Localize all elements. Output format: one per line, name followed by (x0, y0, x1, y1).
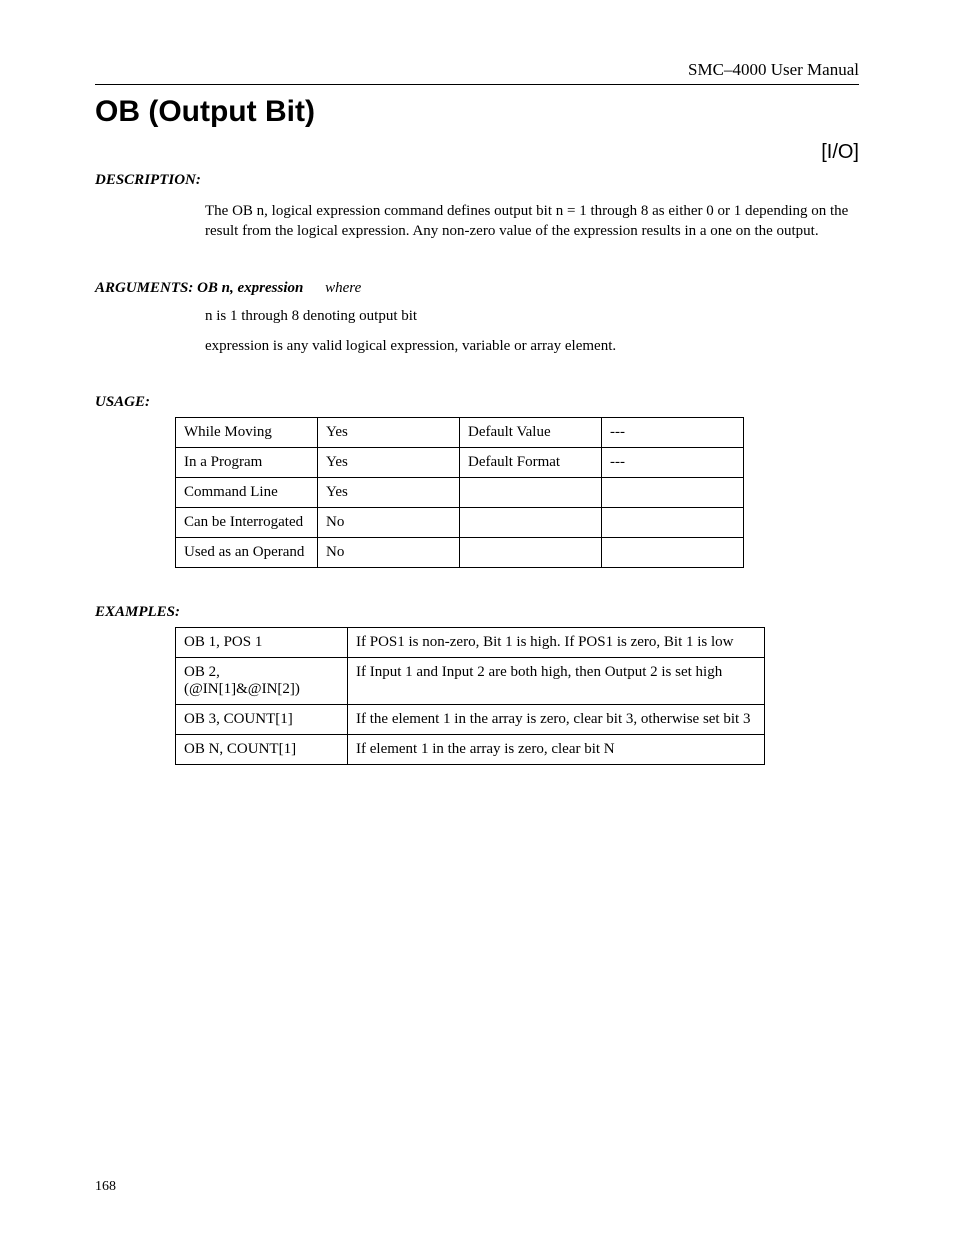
header-rule (95, 84, 859, 85)
table-row: Command Line Yes (176, 477, 744, 507)
arguments-line-1: n is 1 through 8 denoting output bit (205, 305, 859, 328)
manual-page: SMC–4000 User Manual OB (Output Bit) [I/… (0, 0, 954, 1235)
examples-label: EXAMPLES: (95, 604, 859, 621)
command-title: OB (Output Bit) (95, 95, 859, 129)
usage-cell: Yes (318, 447, 460, 477)
usage-cell: Default Value (460, 417, 602, 447)
usage-cell: No (318, 537, 460, 567)
table-row: In a Program Yes Default Format --- (176, 447, 744, 477)
example-desc: If the element 1 in the array is zero, c… (348, 704, 765, 734)
page-number: 168 (95, 1179, 116, 1195)
example-cmd: OB 2, (@IN[1]&@IN[2]) (176, 657, 348, 704)
usage-cell: While Moving (176, 417, 318, 447)
example-cmd: OB 1, POS 1 (176, 627, 348, 657)
table-row: OB 3, COUNT[1] If the element 1 in the a… (176, 704, 765, 734)
usage-cell: In a Program (176, 447, 318, 477)
header-manual-title: SMC–4000 User Manual (95, 60, 859, 80)
usage-cell: Used as an Operand (176, 537, 318, 567)
table-row: OB N, COUNT[1] If element 1 in the array… (176, 734, 765, 764)
usage-cell (460, 507, 602, 537)
usage-cell: Command Line (176, 477, 318, 507)
usage-cell: No (318, 507, 460, 537)
table-row: OB 1, POS 1 If POS1 is non-zero, Bit 1 i… (176, 627, 765, 657)
example-desc: If Input 1 and Input 2 are both high, th… (348, 657, 765, 704)
description-label: DESCRIPTION: (95, 172, 859, 189)
examples-table: OB 1, POS 1 If POS1 is non-zero, Bit 1 i… (175, 627, 765, 765)
arguments-signature: ARGUMENTS: OB n, expression (95, 280, 303, 296)
table-row: OB 2, (@IN[1]&@IN[2]) If Input 1 and Inp… (176, 657, 765, 704)
example-desc: If element 1 in the array is zero, clear… (348, 734, 765, 764)
description-text: The OB n, logical expression command def… (205, 201, 859, 242)
example-cmd: OB N, COUNT[1] (176, 734, 348, 764)
usage-cell: --- (602, 417, 744, 447)
example-desc: If POS1 is non-zero, Bit 1 is high. If P… (348, 627, 765, 657)
usage-cell (460, 477, 602, 507)
usage-cell (602, 477, 744, 507)
usage-label: USAGE: (95, 394, 859, 411)
arguments-where: where (325, 280, 361, 296)
example-cmd: OB 3, COUNT[1] (176, 704, 348, 734)
usage-cell (602, 537, 744, 567)
command-category-tag: [I/O] (95, 141, 859, 164)
usage-cell: Yes (318, 477, 460, 507)
arguments-line-2: expression is any valid logical expressi… (205, 335, 859, 358)
arguments-label: ARGUMENTS: OB n, expression where (95, 280, 859, 297)
usage-table: While Moving Yes Default Value --- In a … (175, 417, 744, 568)
usage-cell (460, 537, 602, 567)
usage-cell: Yes (318, 417, 460, 447)
usage-cell: Default Format (460, 447, 602, 477)
table-row: Can be Interrogated No (176, 507, 744, 537)
table-row: While Moving Yes Default Value --- (176, 417, 744, 447)
usage-cell: --- (602, 447, 744, 477)
usage-cell (602, 507, 744, 537)
usage-cell: Can be Interrogated (176, 507, 318, 537)
table-row: Used as an Operand No (176, 537, 744, 567)
